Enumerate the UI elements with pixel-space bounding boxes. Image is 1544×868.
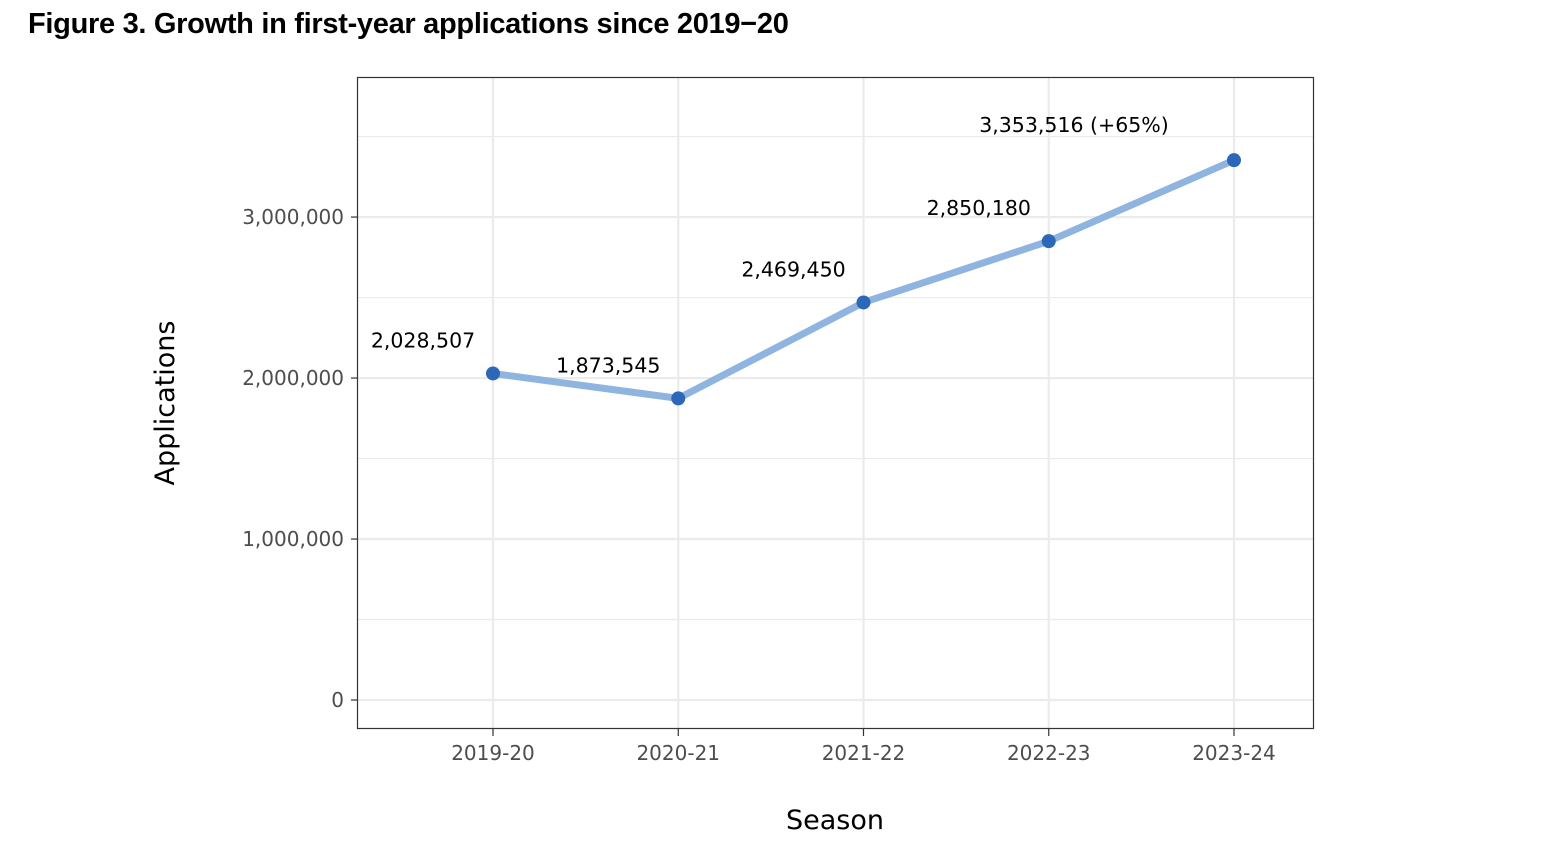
data-label: 3,353,516 (+65%) <box>979 113 1169 137</box>
data-label: 2,469,450 <box>741 257 845 281</box>
y-axis: 0 1,000,000 2,000,000 3,000,000 <box>242 205 357 712</box>
data-series <box>486 153 1241 406</box>
x-axis: 2019-20 2020-21 2021-22 2022-23 2023-24 <box>451 729 1276 765</box>
minor-gridlines <box>357 135 1313 621</box>
data-point <box>486 366 500 381</box>
data-point <box>1227 153 1241 168</box>
y-axis-title: Applications <box>150 321 181 486</box>
x-axis-title: Season <box>786 805 884 836</box>
x-tick-label: 2023-24 <box>1192 741 1276 765</box>
data-point <box>1041 234 1056 249</box>
data-label: 2,850,180 <box>927 196 1031 220</box>
x-tick-label: 2022-23 <box>1007 741 1091 765</box>
data-point <box>856 295 871 310</box>
y-tick-label: 0 <box>331 688 344 712</box>
data-labels: 2,028,507 1,873,545 2,469,450 2,850,180 3,35… <box>371 113 1169 377</box>
y-tick-label: 3,000,000 <box>242 205 344 229</box>
y-tick-label: 2,000,000 <box>242 366 344 390</box>
y-tick-label: 1,000,000 <box>242 527 344 551</box>
x-tick-label: 2021-22 <box>822 741 906 765</box>
plot-frame <box>356 76 1315 730</box>
data-label: 2,028,507 <box>371 328 475 352</box>
plot-panel <box>357 77 1313 729</box>
data-label: 1,873,545 <box>556 353 660 377</box>
figure-title: Figure 3. Growth in first-year applicati… <box>28 8 789 40</box>
x-tick-label: 2019-20 <box>451 741 535 765</box>
data-point <box>671 391 686 406</box>
x-tick-label: 2020-21 <box>636 741 720 765</box>
